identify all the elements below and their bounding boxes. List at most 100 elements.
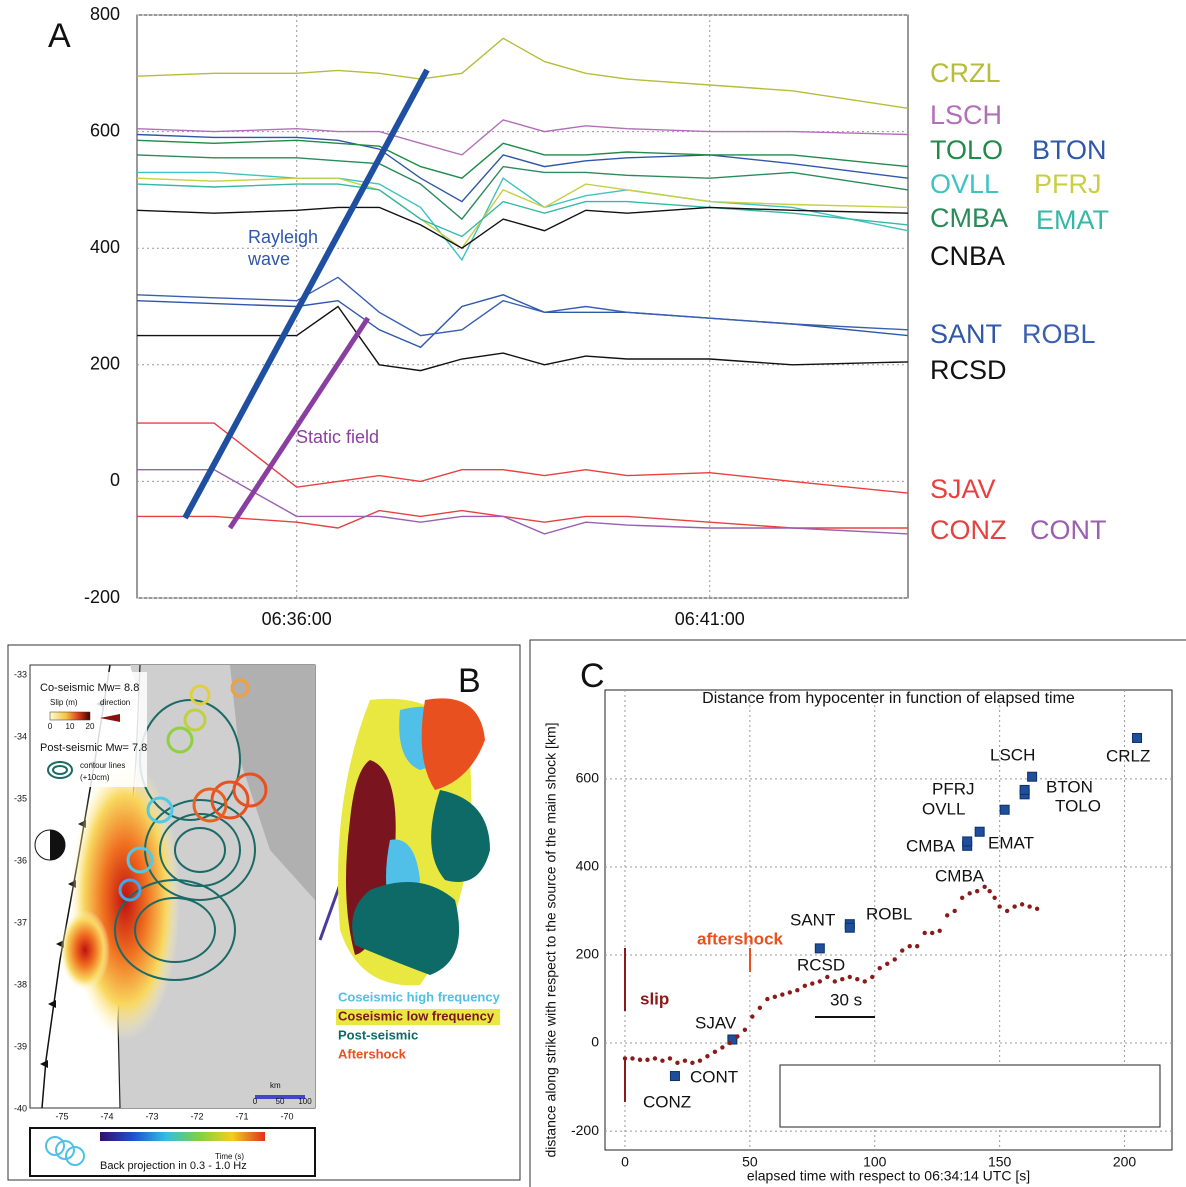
lon-label: -71 bbox=[235, 1111, 248, 1121]
slip-tick: 20 bbox=[86, 722, 95, 731]
point-label: PFRJ bbox=[932, 779, 975, 798]
point-label: LSCH bbox=[990, 745, 1035, 764]
point-label: RCSD bbox=[797, 955, 845, 974]
lat-label: -36 bbox=[14, 855, 27, 865]
lat-label: -35 bbox=[14, 793, 27, 803]
panel-b-frame bbox=[7, 644, 521, 1181]
map-text: Co-seismic Mw= 8.8 bbox=[40, 682, 139, 694]
bp-point bbox=[1004, 908, 1010, 914]
bp-point bbox=[765, 996, 770, 1002]
x-tick-label: 06:36:00 bbox=[262, 609, 332, 629]
bp-point bbox=[795, 988, 800, 993]
legend-label: SJAV bbox=[930, 474, 996, 504]
annotation: Rayleigh bbox=[248, 227, 318, 247]
legend-label: ROBL bbox=[1022, 319, 1096, 349]
km-tick: 0 bbox=[253, 1097, 258, 1106]
lat-label: -40 bbox=[14, 1103, 27, 1113]
trace bbox=[137, 509, 908, 529]
point-label: CONZ bbox=[643, 1092, 691, 1111]
bp-point bbox=[997, 904, 1002, 909]
y-tick-label: -200 bbox=[84, 587, 120, 607]
bp-point bbox=[802, 983, 808, 989]
map-text: direction bbox=[100, 698, 130, 707]
schematic bbox=[318, 698, 490, 986]
lon-label: -72 bbox=[190, 1111, 203, 1121]
bp-point bbox=[682, 1058, 688, 1063]
point-label: OVLL bbox=[922, 799, 965, 818]
point-label: CMBA bbox=[935, 866, 985, 885]
map-text: Post-seismic Mw= 7.8 bbox=[40, 742, 147, 754]
legend bbox=[779, 1064, 1161, 1128]
x-tick-label: 100 bbox=[863, 1154, 887, 1170]
y-tick-label: 800 bbox=[90, 4, 120, 24]
point-label: TOLO bbox=[1055, 796, 1101, 815]
bp-point bbox=[712, 1049, 718, 1055]
map-text: Time (s) bbox=[215, 1152, 244, 1161]
bp-point bbox=[757, 1005, 763, 1011]
y-tick-label: 600 bbox=[576, 770, 600, 786]
bp-point bbox=[652, 1056, 658, 1061]
bp-point bbox=[735, 1034, 740, 1039]
bp-point bbox=[780, 992, 785, 997]
static-line bbox=[227, 316, 371, 530]
legend-label: CONZ bbox=[930, 515, 1007, 545]
bp-point bbox=[847, 974, 852, 980]
legend-label: Coseismic low frequency bbox=[338, 1008, 495, 1023]
legend-label: SANT bbox=[930, 319, 1002, 349]
bp-point bbox=[930, 930, 935, 936]
bp-point bbox=[742, 1027, 748, 1033]
bp-point bbox=[900, 948, 905, 953]
bp-legend bbox=[29, 1127, 316, 1177]
annotation: aftershock bbox=[697, 929, 784, 948]
trace bbox=[136, 37, 909, 109]
panel-c-frame bbox=[529, 639, 1186, 1187]
bp-point bbox=[974, 888, 980, 894]
time-colorbar bbox=[100, 1132, 265, 1141]
legend-label: CNBA bbox=[930, 241, 1005, 271]
annotation: Static field bbox=[296, 427, 379, 447]
legend-label: Post-seismic bbox=[338, 1027, 418, 1042]
bp-point bbox=[787, 990, 793, 995]
map bbox=[29, 664, 316, 1109]
gps-point bbox=[844, 922, 855, 933]
trace bbox=[136, 119, 909, 156]
trace bbox=[137, 305, 909, 372]
bp-point bbox=[944, 913, 950, 918]
legend-label: EMAT bbox=[1036, 205, 1109, 235]
bp-point bbox=[1012, 904, 1017, 909]
gps-point bbox=[1132, 732, 1143, 743]
legend-label: LSCH bbox=[930, 100, 1002, 130]
point-label: CMBA bbox=[906, 836, 956, 855]
panel-letter: C bbox=[580, 657, 605, 695]
bp-point bbox=[855, 977, 860, 982]
bp-point bbox=[630, 1056, 635, 1061]
x-tick-label: 150 bbox=[988, 1154, 1012, 1170]
trace bbox=[136, 294, 909, 349]
bp-point bbox=[697, 1058, 703, 1063]
gps-point bbox=[1027, 771, 1038, 782]
lat-label: -39 bbox=[14, 1041, 27, 1051]
lon-label: -74 bbox=[100, 1111, 113, 1121]
bp-point bbox=[959, 895, 965, 900]
trace bbox=[136, 154, 909, 221]
map-text: contour lines bbox=[80, 761, 125, 770]
y-tick-label: 400 bbox=[90, 237, 120, 257]
bp-point bbox=[825, 974, 830, 980]
bp-point bbox=[907, 943, 912, 949]
bp-point bbox=[637, 1057, 643, 1062]
gps-point bbox=[962, 836, 973, 847]
panel-letter: B bbox=[458, 662, 481, 700]
bp-point bbox=[892, 957, 897, 962]
y-tick-label: 600 bbox=[90, 120, 120, 140]
legend-label: PFRJ bbox=[1034, 169, 1102, 199]
bp-point bbox=[772, 994, 778, 1000]
panel-letter: A bbox=[48, 17, 71, 55]
bp-point bbox=[922, 930, 927, 936]
legend-label: Aftershock bbox=[338, 1046, 407, 1061]
legend-label: TOLO bbox=[930, 135, 1003, 165]
y-tick-label: -200 bbox=[571, 1122, 599, 1138]
bp-point bbox=[915, 943, 920, 949]
y-axis-label: distance along strike with respect to th… bbox=[543, 723, 559, 1158]
trace bbox=[136, 276, 909, 337]
